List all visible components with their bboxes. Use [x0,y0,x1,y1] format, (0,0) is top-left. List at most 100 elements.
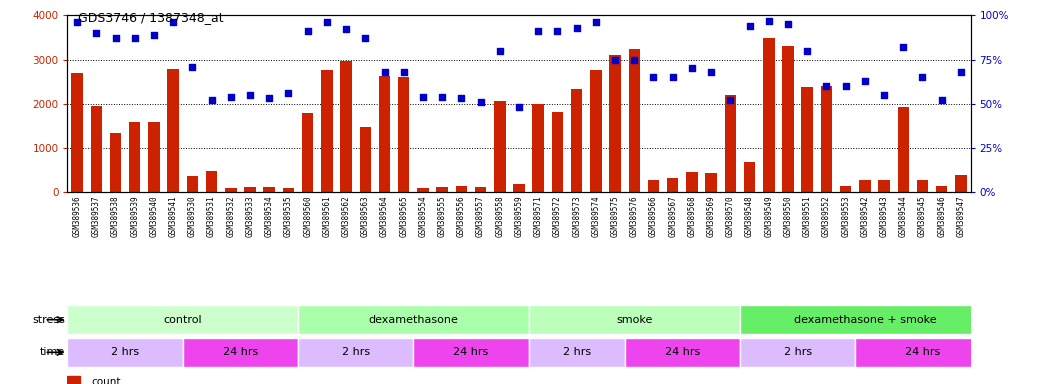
Point [914,74,931,80]
Bar [379,76,390,192]
Bar [206,171,217,192]
Text: GSM389532: GSM389532 [226,195,236,237]
Point [530,28,547,34]
Point [184,63,200,70]
Bar [72,73,83,192]
Text: GSM389555: GSM389555 [438,195,446,237]
Text: GDS3746 / 1387348_at: GDS3746 / 1387348_at [78,12,223,25]
Bar [590,70,602,192]
Point [588,19,604,25]
Text: GSM389553: GSM389553 [841,195,850,237]
Text: GSM389544: GSM389544 [899,195,908,237]
Text: smoke: smoke [617,314,653,325]
Bar [90,106,102,192]
Point [242,92,258,98]
Bar [878,180,890,192]
Text: GSM389562: GSM389562 [342,195,351,237]
Point [933,97,950,103]
Bar [609,55,621,192]
Text: GSM389541: GSM389541 [168,195,177,237]
Bar [67,376,80,384]
Point [69,19,85,25]
Text: GSM389548: GSM389548 [745,195,754,237]
Text: dexamethasone: dexamethasone [368,314,458,325]
Point [261,95,277,101]
Bar [183,338,298,367]
Text: GSM389547: GSM389547 [956,195,965,237]
Text: time: time [40,347,65,358]
Point [780,21,796,27]
Point [280,90,297,96]
Bar [898,107,909,192]
Text: GSM389561: GSM389561 [323,195,331,237]
Point [357,35,374,41]
Text: GSM389549: GSM389549 [764,195,773,237]
Point [953,69,969,75]
Point [376,69,392,75]
Text: GSM389571: GSM389571 [534,195,543,237]
Point [684,65,701,71]
Point [838,83,854,89]
Text: GSM389570: GSM389570 [726,195,735,237]
Point [664,74,681,80]
Bar [129,122,140,192]
Bar [840,186,851,192]
Text: 24 hrs: 24 hrs [905,347,940,358]
Text: GSM389550: GSM389550 [784,195,792,237]
Bar [225,188,237,192]
Point [741,23,758,29]
Text: GSM389552: GSM389552 [822,195,831,237]
Bar [67,305,298,334]
Bar [494,101,506,192]
Point [337,26,354,33]
Bar [763,38,774,192]
Text: GSM389563: GSM389563 [361,195,370,237]
Bar [706,173,717,192]
Bar [413,338,528,367]
Point [549,28,566,34]
Text: GSM389531: GSM389531 [207,195,216,237]
Text: control: control [163,314,202,325]
Bar [456,186,467,192]
Text: GSM389551: GSM389551 [802,195,812,237]
Point [319,19,335,25]
Text: dexamethasone + smoke: dexamethasone + smoke [793,314,936,325]
Bar [110,133,121,192]
Bar [67,338,183,367]
Text: GSM389576: GSM389576 [630,195,638,237]
Text: GSM389568: GSM389568 [687,195,696,237]
Text: GSM389564: GSM389564 [380,195,389,237]
Bar [821,86,832,192]
Bar [667,178,679,192]
Bar [955,175,966,192]
Bar [302,113,313,192]
Bar [298,338,413,367]
Text: GSM389534: GSM389534 [265,195,274,237]
Bar [528,305,740,334]
Point [222,94,239,100]
Text: stress: stress [32,314,65,325]
Text: GSM389535: GSM389535 [284,195,293,237]
Text: 2 hrs: 2 hrs [111,347,139,358]
Text: GSM389554: GSM389554 [418,195,428,237]
Text: GSM389567: GSM389567 [668,195,677,237]
Point [876,92,893,98]
Point [722,97,739,103]
Point [569,25,585,31]
Text: GSM389546: GSM389546 [937,195,947,237]
Point [453,95,469,101]
Bar [187,176,198,192]
Point [127,35,143,41]
Text: GSM389533: GSM389533 [246,195,254,237]
Point [472,99,489,105]
Bar [744,162,756,192]
Bar [244,187,255,192]
Point [434,94,450,100]
Bar [264,187,275,192]
Bar [855,338,990,367]
Text: GSM389538: GSM389538 [111,195,120,237]
Bar [936,186,948,192]
Bar [513,184,525,192]
Bar [474,187,487,192]
Text: 24 hrs: 24 hrs [664,347,700,358]
